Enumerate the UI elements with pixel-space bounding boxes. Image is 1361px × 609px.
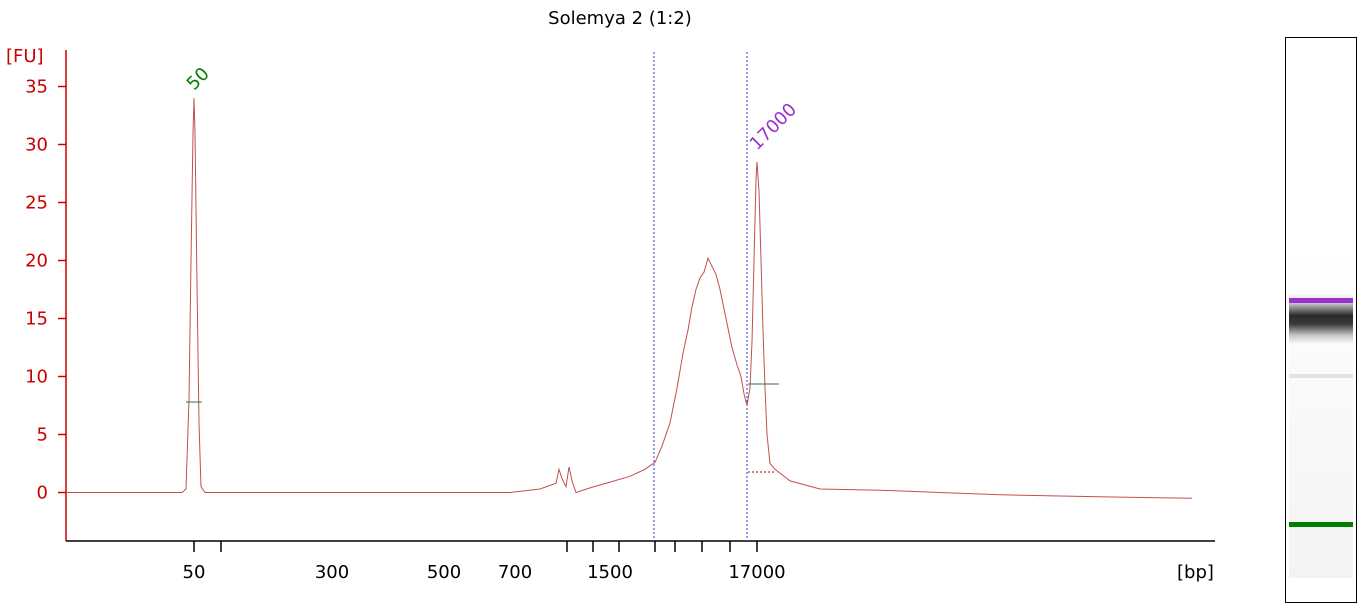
- y-tick-label: 30: [25, 135, 48, 156]
- lower-marker-band: [1289, 522, 1353, 527]
- chart-title: Solemya 2 (1:2): [548, 8, 692, 29]
- y-tick-label: 20: [25, 251, 48, 272]
- x-tick-label: 500: [427, 562, 461, 583]
- x-tick-label: 50: [183, 562, 206, 583]
- x-axis-label: [bp]: [1177, 562, 1214, 583]
- fluorescence-trace: [66, 98, 1193, 499]
- x-tick-label: 300: [315, 562, 349, 583]
- y-tick-label: 15: [25, 309, 48, 330]
- x-tick-label: 700: [498, 562, 532, 583]
- gel-faint-band: [1289, 374, 1353, 378]
- x-tick-label: 17000: [728, 562, 785, 583]
- y-tick-label: 0: [37, 483, 48, 504]
- marker-label-17000: 17000: [746, 99, 801, 154]
- y-tick-label: 25: [25, 193, 48, 214]
- y-tick-label: 35: [25, 77, 48, 98]
- y-axis-label: [FU]: [6, 46, 44, 67]
- gel-lane-image: [1285, 37, 1357, 603]
- x-tick-label: 1500: [587, 562, 633, 583]
- y-tick-label: 5: [37, 425, 48, 446]
- y-tick-label: 10: [25, 367, 48, 388]
- marker-label-50: 50: [183, 63, 214, 94]
- upper-marker-band: [1289, 298, 1353, 303]
